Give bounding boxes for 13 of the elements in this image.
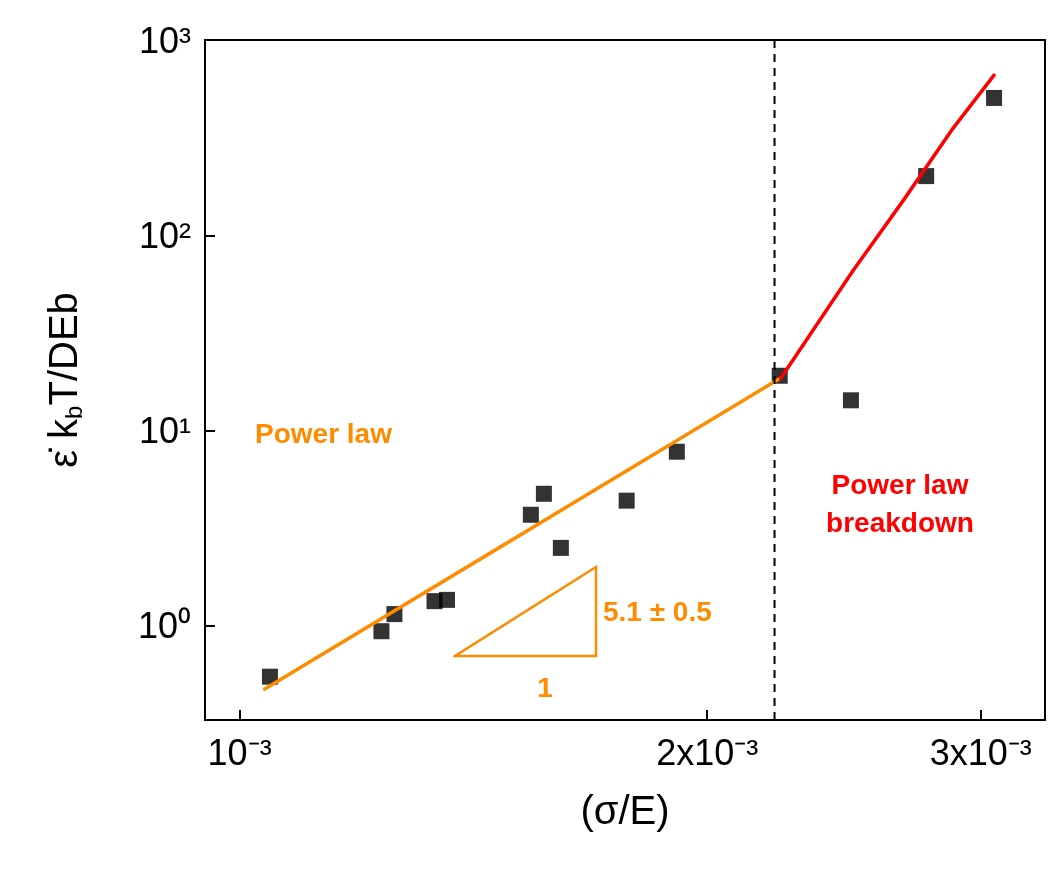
x-axis-title: (σ/E)	[580, 788, 670, 832]
y-tick-label: 10²	[138, 214, 192, 256]
annotation: 5.1 ± 0.5	[603, 595, 712, 627]
y-tick-label: 10¹	[138, 410, 192, 452]
x-tick-label: 10⁻³	[207, 731, 272, 773]
annotation: 1	[537, 671, 553, 703]
y-tick-label: 10³	[138, 19, 192, 61]
x-tick-label: 3x10⁻³	[929, 731, 1032, 773]
x-tick-label: 2x10⁻³	[656, 731, 759, 773]
annotation: Power law breakdown	[826, 468, 974, 538]
annotation: Power law	[255, 417, 393, 449]
y-axis-title: ε̇ kbT/DEb	[41, 292, 87, 468]
y-tick-label: 10⁰	[137, 605, 191, 647]
